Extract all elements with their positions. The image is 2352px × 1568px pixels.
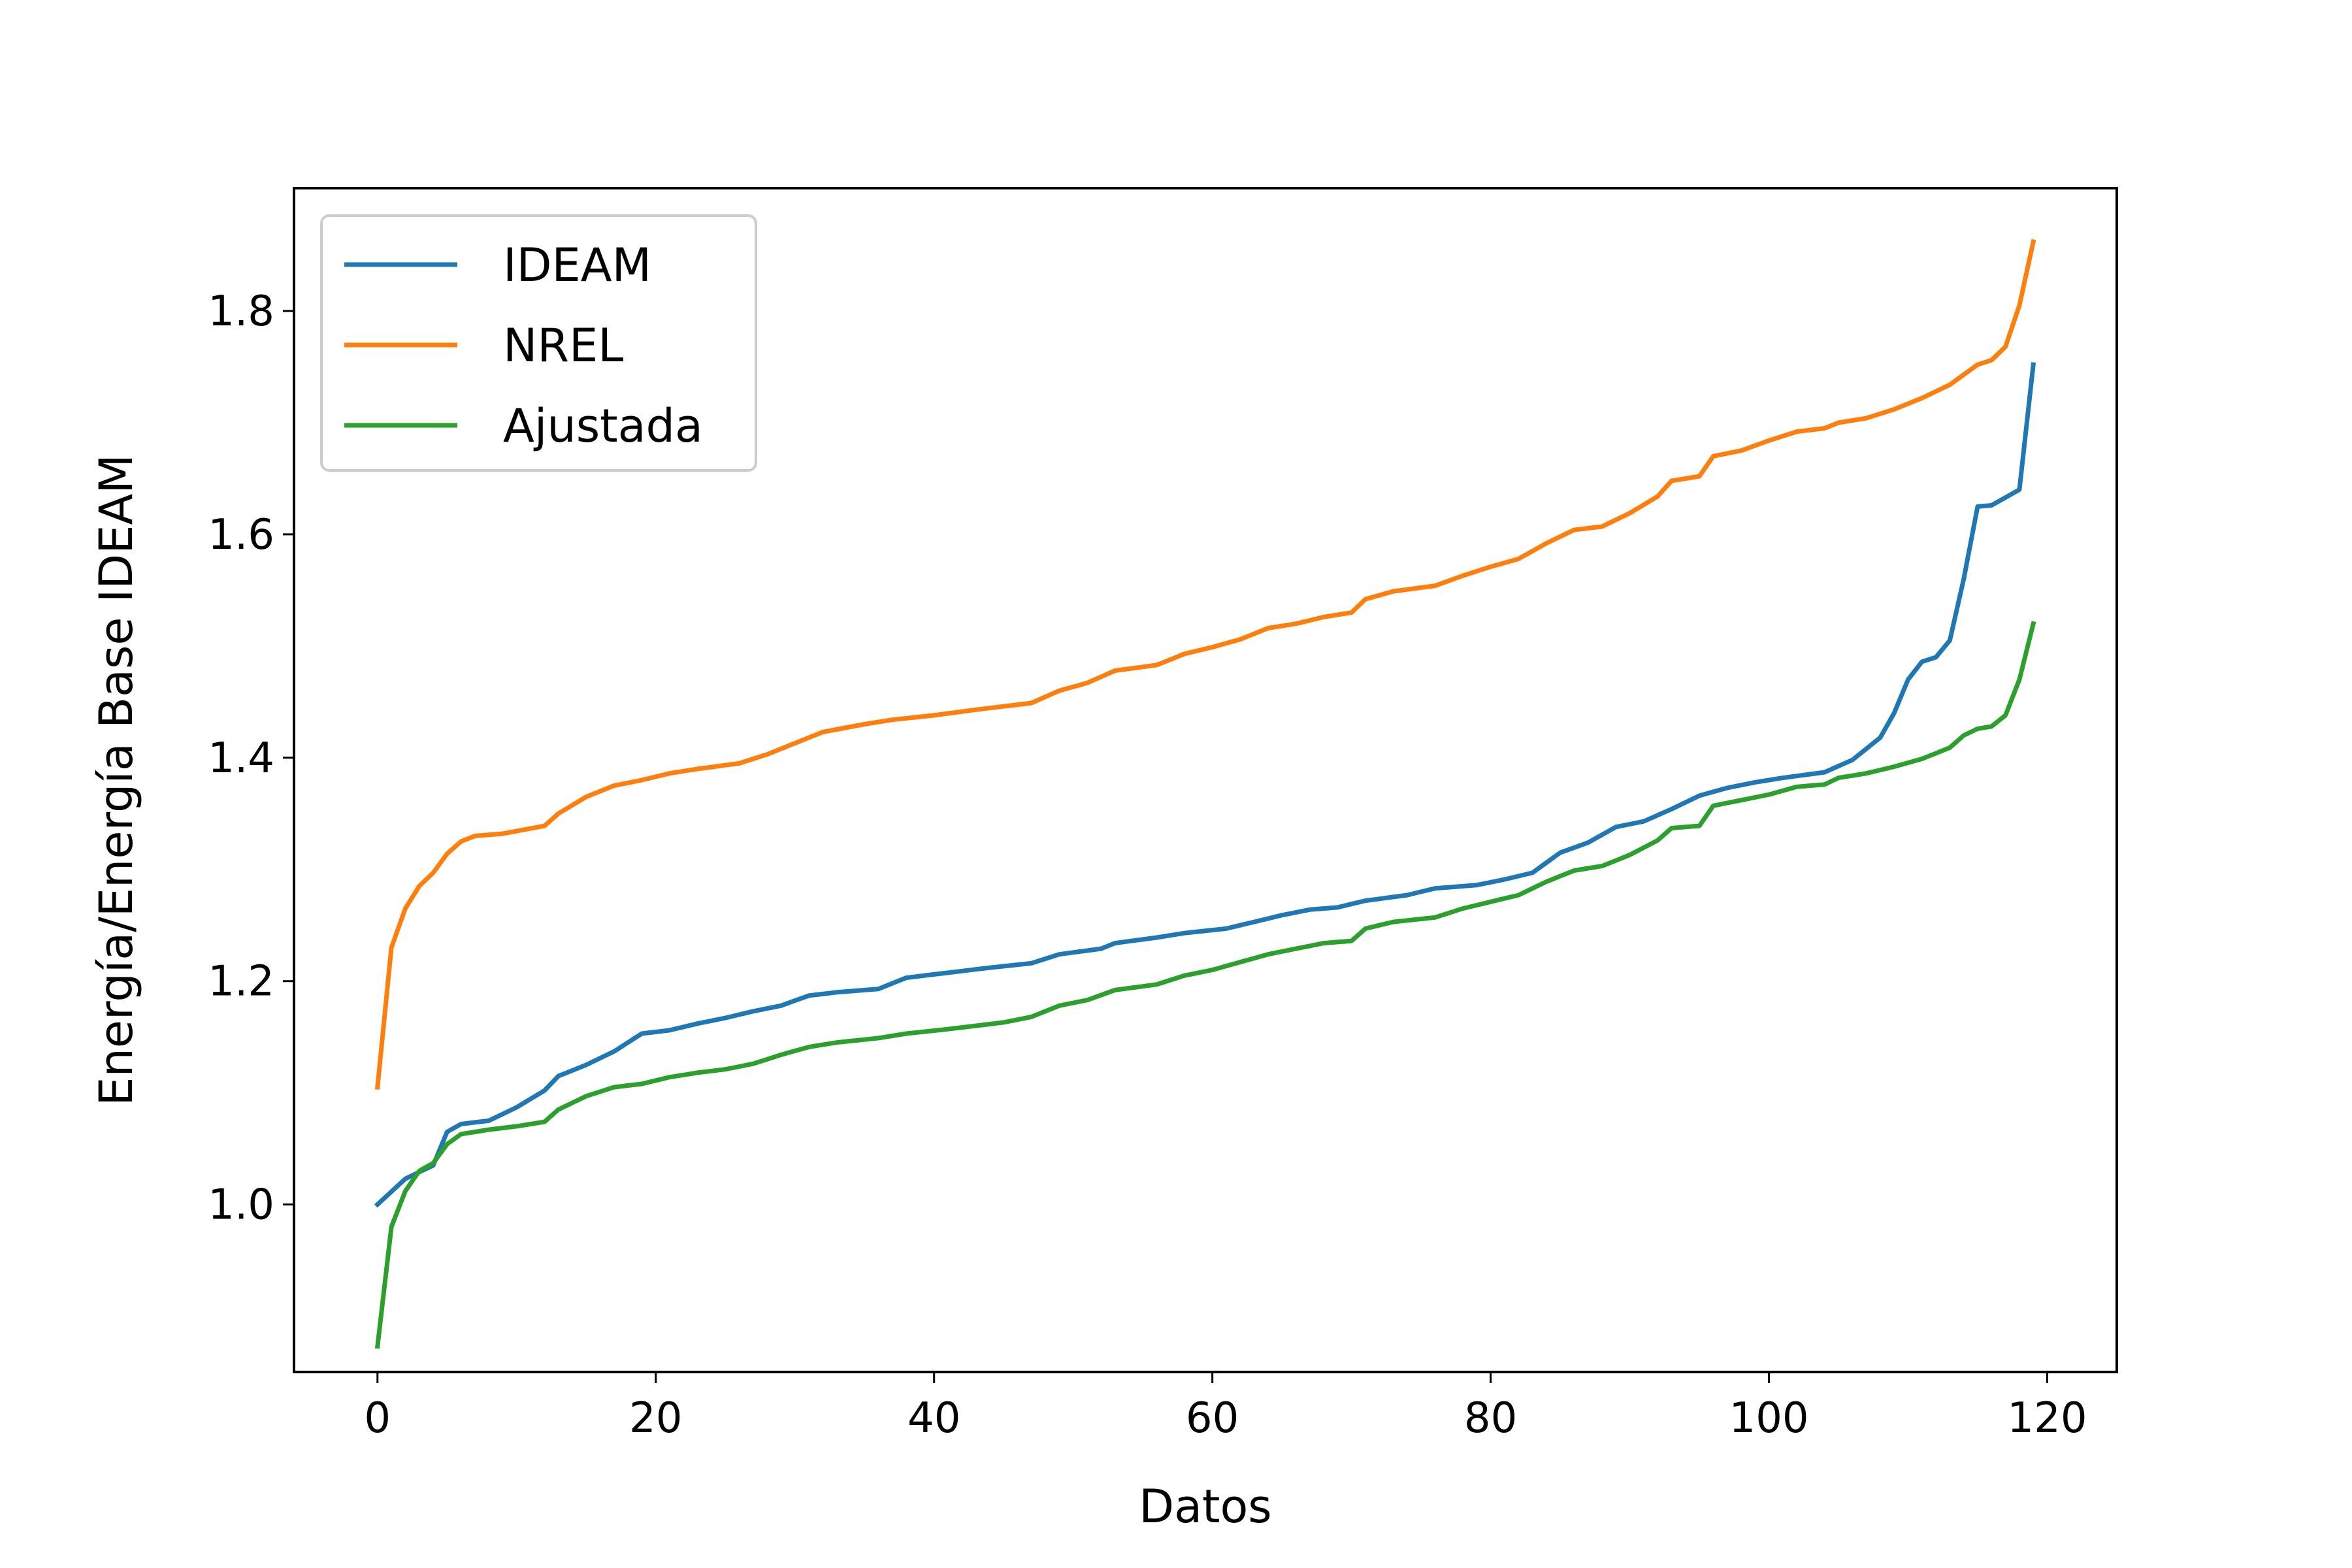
legend: IDEAM NREL Ajustada [320,214,757,472]
x-tick-label: 20 [629,1394,682,1443]
x-tick-label: 0 [364,1394,391,1443]
y-tick-label: 1.8 [208,287,274,336]
y-tick-label: 1.0 [208,1181,274,1230]
x-axis-ticks: 0 20 40 60 80 100 120 [364,1372,2087,1443]
y-axis-label: Energía/Energía Base IDEAM [90,454,143,1106]
plot-area-frame [293,187,2118,1373]
x-tick-label: 120 [2007,1394,2087,1443]
x-tick-label: 100 [1729,1394,1808,1443]
legend-label-ajustada: Ajustada [503,399,703,453]
legend-label-nrel: NREL [503,319,623,372]
x-tick-label: 60 [1186,1394,1239,1443]
y-axis-ticks: 1.0 1.2 1.4 1.6 1.8 [208,287,294,1230]
series-line-nrel [374,238,2036,1090]
x-tick-label: 80 [1464,1394,1517,1443]
legend-label-ideam: IDEAM [503,238,651,292]
plot-lines [374,238,2036,1349]
x-axis-label: Datos [1139,1480,1272,1533]
y-tick-label: 1.4 [208,734,274,783]
series-line-ideam [374,362,2036,1208]
y-tick-label: 1.2 [208,958,274,1006]
x-tick-label: 40 [907,1394,960,1443]
series-line-ajustada [374,621,2036,1349]
y-tick-label: 1.6 [208,511,274,559]
legend-box [320,214,757,472]
